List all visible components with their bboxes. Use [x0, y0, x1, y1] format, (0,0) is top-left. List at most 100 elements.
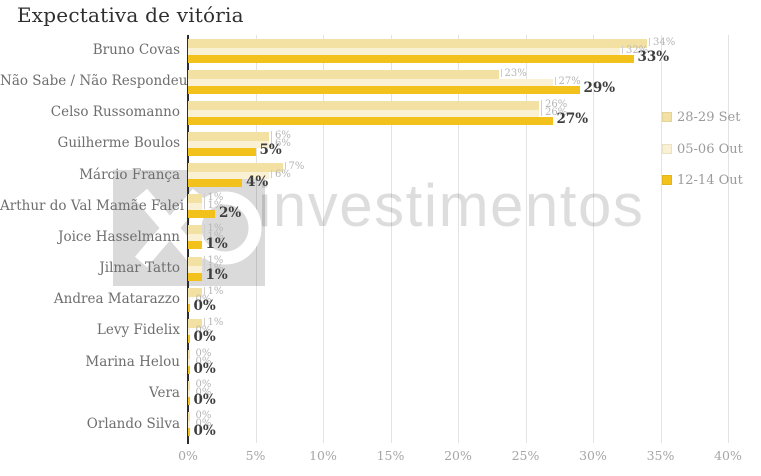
bar-05-06-out — [188, 203, 202, 211]
x-tick-label: 25% — [511, 448, 540, 463]
category-label: Arthur do Val Mamãe Falei — [0, 197, 185, 214]
value-label: 1% — [207, 254, 224, 266]
bar-end-tick — [541, 99, 542, 108]
chart-row: Orlando Silva 0% 0% 0% — [0, 410, 761, 442]
chart-row: Celso Russomanno 26% 26% 27% — [0, 98, 761, 130]
value-label: 0% — [195, 324, 212, 336]
x-tick-label: 15% — [376, 448, 405, 463]
bar-12-14-out — [188, 147, 256, 156]
value-label: 1% — [207, 262, 224, 274]
gridline — [593, 35, 594, 443]
bar-end-tick — [203, 232, 205, 241]
gridline — [390, 35, 392, 443]
bar-end-tick — [284, 162, 286, 171]
gridline — [525, 35, 527, 443]
bar-05-06-out — [188, 296, 190, 304]
bar-12-14-out — [188, 397, 190, 406]
bar-12-14-out — [188, 179, 242, 188]
bar-end-tick — [203, 317, 205, 326]
bar-12-14-out — [188, 272, 202, 281]
bar-05-06-out — [188, 265, 202, 273]
legend: 28-29 Set 05-06 Out 12-14 Out — [662, 106, 761, 196]
value-label: 0% — [195, 293, 212, 305]
value-label: 4% — [246, 173, 269, 190]
bar-28-29-set — [188, 163, 283, 173]
category-label: Vera — [148, 384, 180, 401]
category-label: Marina Helou — [85, 353, 180, 370]
bar-05-06-out — [188, 140, 269, 148]
category-label: Orlando Silva — [86, 415, 180, 432]
value-label: 1% — [207, 316, 224, 328]
bar-end-tick — [271, 130, 272, 139]
bar-end-tick — [271, 170, 272, 179]
chart-row: Bruno Covas 34% 32% 33% — [0, 36, 761, 68]
legend-item-28-29-set: 28-29 Set — [662, 106, 740, 125]
chart-title: Expectativa de vitória — [17, 3, 244, 27]
value-label: 1% — [207, 285, 224, 297]
x-tick-label: 20% — [444, 448, 472, 463]
value-label: 7% — [288, 161, 305, 173]
value-label: 0% — [195, 418, 212, 430]
bar-28-29-set — [188, 412, 190, 422]
value-label: 27% — [558, 75, 581, 87]
value-label: 6% — [275, 129, 291, 141]
chart-row: Arthur do Val Mamãe Falei 1% 1% 2% — [0, 192, 761, 224]
category-label: Joice Hasselmann — [58, 228, 180, 245]
legend-item-05-06-out: 05-06 Out — [662, 138, 743, 157]
value-label: 29% — [583, 80, 616, 97]
gridline — [660, 35, 662, 443]
bar-end-tick — [649, 37, 650, 46]
chart-row: Levy Fidelix 1% 0% 0% — [0, 316, 761, 348]
bar-05-06-out — [188, 421, 190, 429]
category-label: Celso Russomanno — [50, 104, 180, 121]
chart-row: Joice Hasselmann 1% 1% 1% — [0, 223, 761, 255]
bar-end-tick — [203, 193, 205, 202]
bar-28-29-set — [188, 318, 202, 328]
chart-row: Márcio França 7% 6% 4% — [0, 161, 761, 193]
bar-end-tick — [203, 255, 205, 264]
bar-05-06-out — [188, 172, 269, 180]
bar-end-tick — [500, 68, 502, 77]
category-label: Márcio França — [79, 166, 180, 183]
chart-row: Não Sabe / Não Respondeu 23% 27% 29% — [0, 67, 761, 99]
bar-12-14-out — [188, 303, 190, 312]
x-tick-label: 0% — [178, 448, 198, 463]
value-label: 6% — [275, 169, 291, 181]
value-label: 1% — [207, 223, 224, 235]
bar-12-14-out — [188, 428, 190, 437]
value-label: 0% — [195, 387, 212, 399]
chart-row: Marina Helou 0% 0% 0% — [0, 348, 761, 380]
bar-end-tick — [203, 201, 205, 210]
legend-label: 28-29 Set — [677, 110, 741, 125]
watermark-text: investimentos — [258, 172, 645, 239]
chart-row: Jilmar Tatto 1% 1% 1% — [0, 254, 761, 286]
bar-05-06-out — [188, 359, 190, 366]
legend-label: 05-06 Out — [677, 141, 743, 157]
bar-12-14-out — [188, 210, 215, 219]
bar-end-tick — [203, 263, 205, 272]
legend-label: 12-14 Out — [677, 173, 743, 188]
gridline — [323, 35, 324, 443]
value-label: 0% — [193, 422, 216, 439]
value-label: 26% — [545, 106, 568, 118]
x-tick-label: 35% — [646, 448, 675, 463]
bar-28-29-set — [188, 131, 269, 141]
value-label: 26% — [545, 98, 568, 110]
bar-end-tick — [203, 286, 205, 295]
bar-12-14-out — [188, 85, 580, 94]
bar-05-06-out — [188, 78, 553, 86]
value-label: 0% — [193, 329, 216, 346]
gridline — [728, 35, 729, 443]
value-label: 0% — [193, 360, 216, 377]
legend-swatch — [662, 175, 672, 185]
value-label: 6% — [275, 137, 291, 149]
bar-28-29-set — [188, 69, 499, 79]
bar-05-06-out — [188, 234, 202, 242]
category-label: Bruno Covas — [92, 42, 180, 58]
bar-28-29-set — [188, 381, 190, 391]
bar-end-tick — [541, 107, 542, 116]
value-label: 0% — [195, 410, 212, 422]
bar-12-14-out — [188, 241, 202, 250]
legend-swatch — [662, 143, 672, 154]
